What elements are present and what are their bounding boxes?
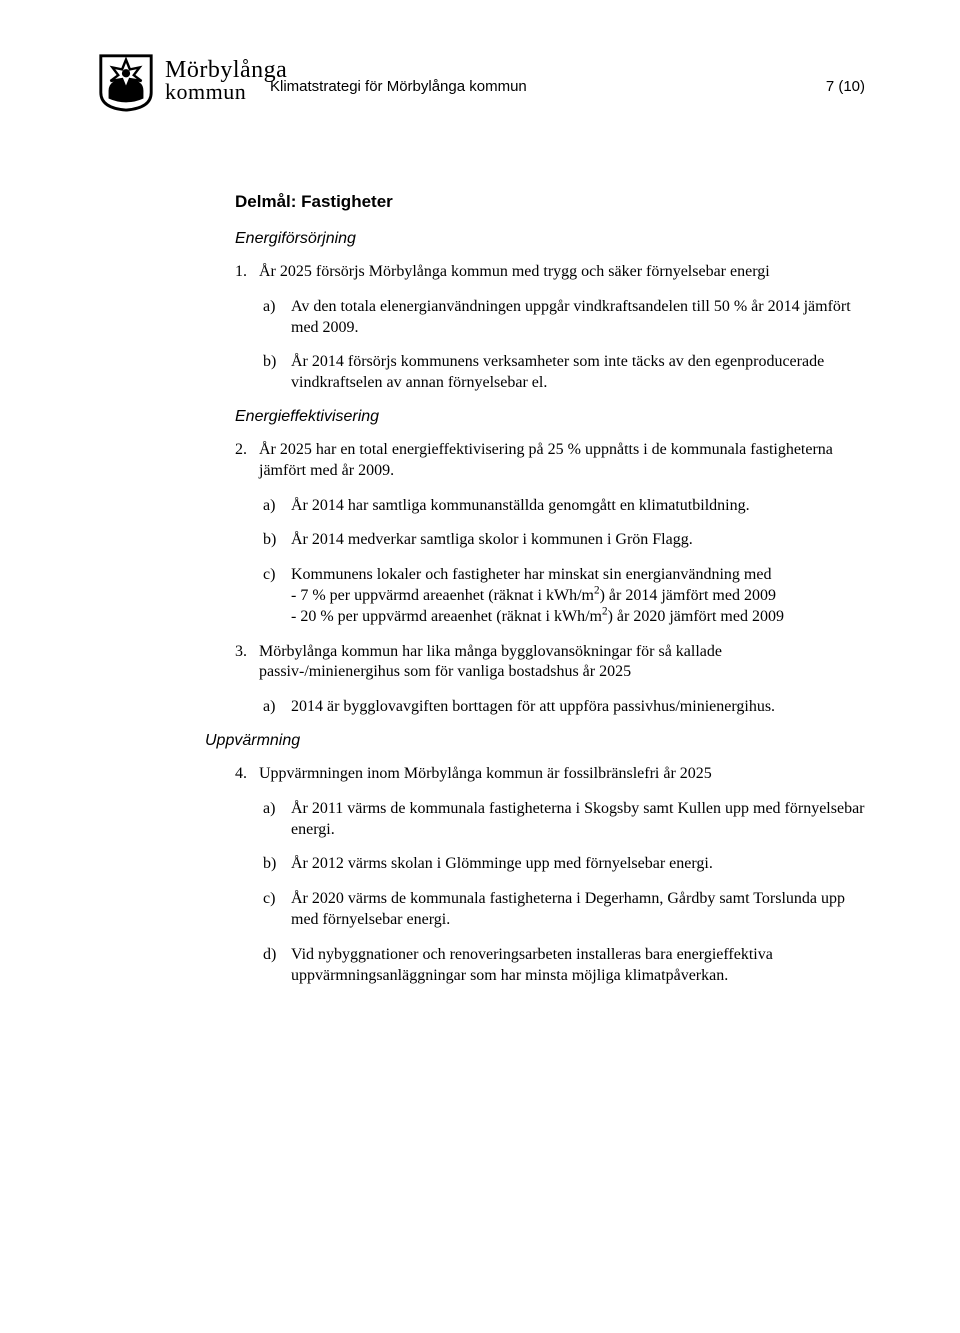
item-text: Uppvärmningen inom Mörbylånga kommun är …	[259, 765, 712, 782]
logo: Mörbylånga kommun	[95, 50, 287, 112]
list-item: År 2011 värms de kommunala fastigheterna…	[263, 799, 865, 841]
subheading-energy-supply: Energiförsörjning	[235, 230, 865, 248]
list-item: År 2020 värms de kommunala fastigheterna…	[263, 889, 865, 931]
sublist: År 2011 värms de kommunala fastigheterna…	[259, 799, 865, 987]
shield-icon	[95, 50, 157, 112]
list-item: Mörbylånga kommun har lika många bygglov…	[235, 642, 865, 718]
list-energy-efficiency: År 2025 har en total energieffektiviseri…	[235, 440, 865, 718]
list-item: År 2014 försörjs kommunens verksamheter …	[263, 352, 865, 394]
sublist: År 2014 har samtliga kommunanställda gen…	[259, 496, 865, 628]
list-energy-supply: År 2025 försörjs Mörbylånga kommun med t…	[235, 262, 865, 394]
item-text: Mörbylånga kommun har lika många bygglov…	[259, 643, 722, 681]
section-title: Delmål: Fastigheter	[235, 192, 865, 212]
page-number: 7 (10)	[826, 78, 865, 95]
document-body: Delmål: Fastigheter Energiförsörjning År…	[235, 192, 865, 986]
doc-title: Klimatstrategi för Mörbylånga kommun	[270, 78, 527, 95]
list-item: Vid nybyggnationer och renoveringsarbete…	[263, 945, 865, 987]
subheading-heating: Uppvärmning	[205, 732, 865, 750]
list-item: Av den totala elenergianvändningen uppgå…	[263, 297, 865, 339]
item-text: Kommunens lokaler och fastigheter har mi…	[291, 566, 771, 583]
list-item: År 2025 försörjs Mörbylånga kommun med t…	[235, 262, 865, 394]
sublist: 2014 är bygglovavgiften borttagen för at…	[259, 697, 865, 718]
page-header: Mörbylånga kommun Klimatstrategi för Mör…	[95, 50, 865, 112]
list-item: År 2025 har en total energieffektiviseri…	[235, 440, 865, 628]
list-item: Uppvärmningen inom Mörbylånga kommun är …	[235, 764, 865, 986]
item-text: ) år 2014 jämfört med 2009	[600, 587, 776, 604]
list-item: 2014 är bygglovavgiften borttagen för at…	[263, 697, 865, 718]
list-item: År 2012 värms skolan i Glömminge upp med…	[263, 854, 865, 875]
item-text: ) år 2020 jämfört med 2009	[608, 608, 784, 625]
logo-line2: kommun	[165, 82, 287, 103]
item-text: År 2025 försörjs Mörbylånga kommun med t…	[259, 263, 770, 280]
subheading-energy-efficiency: Energieffektivisering	[235, 408, 865, 426]
item-text: År 2025 har en total energieffektiviseri…	[259, 441, 833, 479]
item-text: - 20 % per uppvärmd areaenhet (räknat i …	[291, 608, 602, 625]
list-item: År 2014 har samtliga kommunanställda gen…	[263, 496, 865, 517]
item-text: - 7 % per uppvärmd areaenhet (räknat i k…	[291, 587, 594, 604]
sublist: Av den totala elenergianvändningen uppgå…	[259, 297, 865, 394]
list-heating: Uppvärmningen inom Mörbylånga kommun är …	[235, 764, 865, 986]
running-header: Klimatstrategi för Mörbylånga kommun 7 (…	[270, 78, 865, 95]
logo-text: Mörbylånga kommun	[165, 59, 287, 103]
list-item: År 2014 medverkar samtliga skolor i komm…	[263, 530, 865, 551]
list-item: Kommunens lokaler och fastigheter har mi…	[263, 565, 865, 627]
